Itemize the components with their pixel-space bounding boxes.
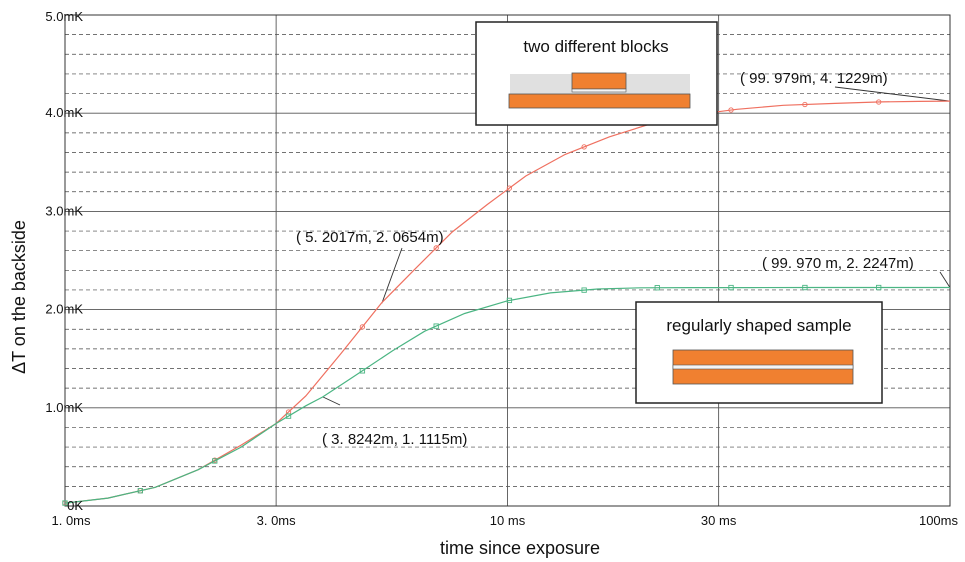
data-point: [433, 323, 439, 329]
inset-title: two different blocks: [523, 37, 668, 56]
data-point: [285, 413, 292, 419]
data-point: [581, 144, 587, 150]
data-point: [359, 368, 366, 374]
data-point: [802, 101, 808, 108]
data-point: [728, 284, 734, 291]
x-tick-labels: 1. 0ms 3. 0ms 10 ms 30 ms 100ms: [51, 513, 958, 528]
annotation-label: ( 5. 2017m, 2. 0654m): [296, 229, 444, 246]
data-point: [433, 245, 439, 251]
data-point: [137, 488, 143, 494]
annotation-label: ( 3. 8242m, 1. 1115m): [322, 431, 467, 448]
inset-upper-block: [571, 72, 627, 90]
x-tick-label: 30 ms: [701, 513, 737, 528]
annotation-leader: [381, 247, 403, 304]
inset-two-blocks: two different blocks: [475, 21, 718, 126]
y-tick-label: 3.0mK: [45, 203, 83, 218]
y-tick-label: 0K: [67, 498, 83, 513]
annotation-label: ( 99. 979m, 4. 1229m): [740, 70, 888, 87]
annotation-leader: [834, 86, 951, 102]
x-tick-label: 3. 0ms: [257, 513, 297, 528]
x-tick-label: 1. 0ms: [51, 513, 91, 528]
data-point: [654, 285, 660, 291]
series-line: [64, 100, 951, 504]
inset-lower-block: [508, 93, 691, 109]
annotation-leaders: [322, 86, 951, 406]
data-point: [802, 284, 808, 291]
plot-frame: [64, 14, 951, 507]
annotation-labels: ( 99. 979m, 4. 1229m) ( 5. 2017m, 2. 0654…: [296, 70, 914, 448]
x-tick-label: 10 ms: [490, 513, 526, 528]
data-point: [506, 185, 513, 191]
y-tick-label: 1.0mK: [45, 400, 83, 415]
data-point: [212, 458, 218, 464]
data-point: [506, 297, 513, 304]
data-point: [728, 107, 734, 113]
data-point: [876, 99, 882, 105]
annotation-leader: [939, 271, 951, 288]
inset-interface: [571, 88, 627, 93]
y-axis-title: ΔT on the backside: [9, 220, 29, 374]
x-tick-label: 100ms: [919, 513, 959, 528]
data-point: [581, 287, 587, 293]
annotation-leader: [322, 396, 341, 406]
data-point: [876, 284, 882, 291]
inset-regular-sample: regularly shaped sample: [635, 301, 883, 404]
series-layer: [62, 99, 951, 506]
y-tick-label: 5.0mK: [45, 9, 83, 24]
y-tick-labels: 0K 1.0mK 2.0mK 3.0mK 4.0mK 5.0mK: [45, 9, 83, 513]
annotation-label: ( 99. 970 m, 2. 2247m): [762, 255, 914, 272]
data-point: [62, 500, 68, 506]
x-axis-title: time since exposure: [440, 538, 600, 558]
inset-title: regularly shaped sample: [666, 316, 851, 335]
inset-interface: [672, 364, 854, 370]
y-tick-label: 2.0mK: [45, 302, 83, 317]
data-point: [359, 324, 366, 330]
y-tick-label: 4.0mK: [45, 105, 83, 120]
